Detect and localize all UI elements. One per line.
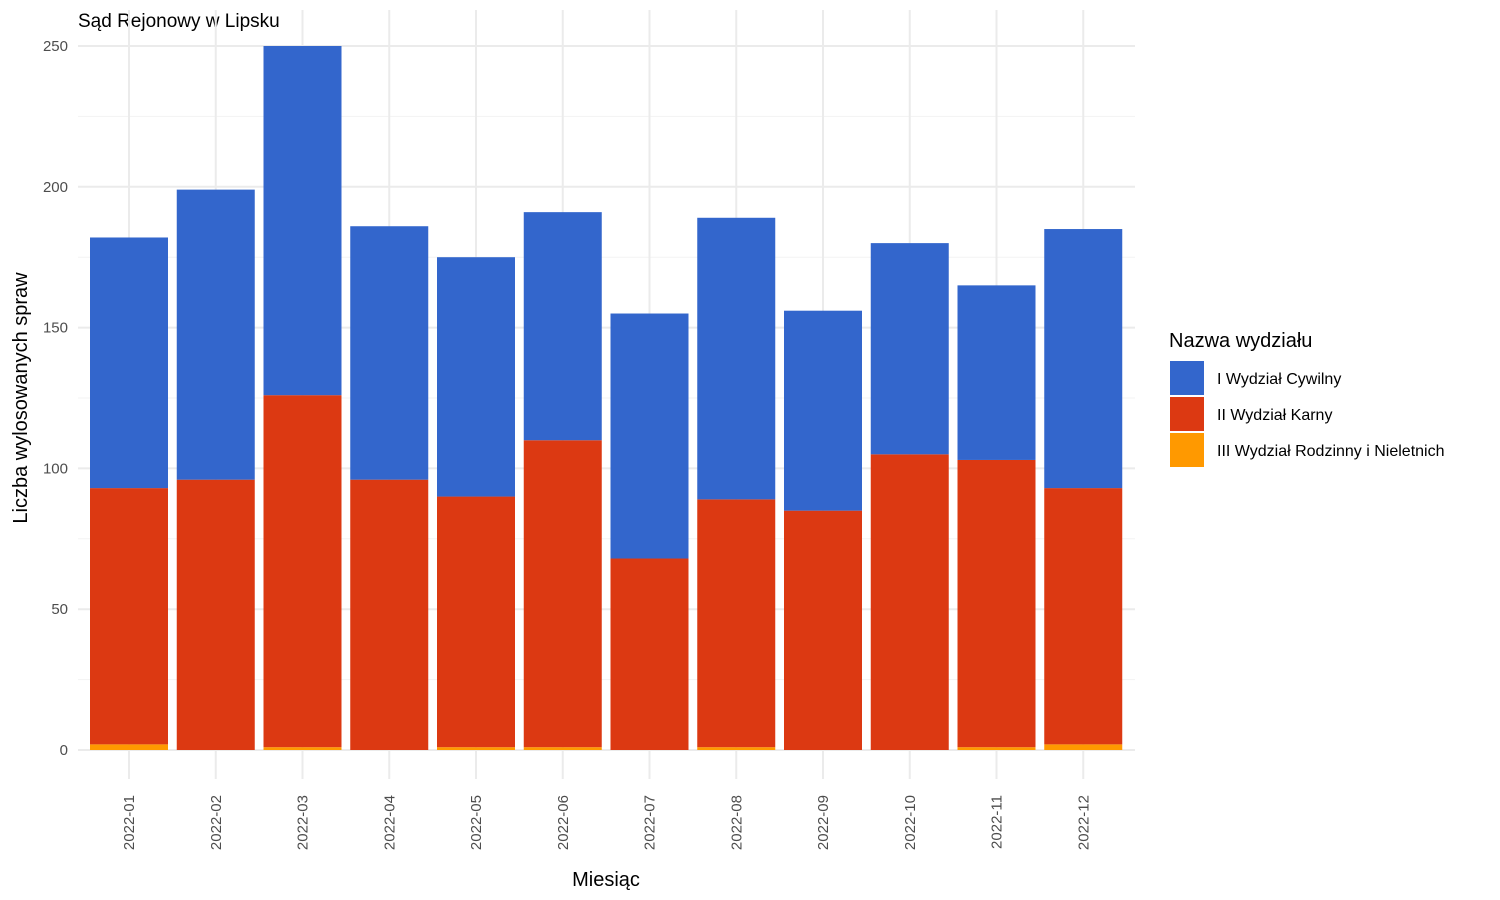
y-tick-label: 50 [51, 601, 68, 618]
bar-segment [523, 212, 602, 441]
bar-segment [90, 237, 168, 489]
y-axis-title: Liczba wylosowanych spraw [10, 272, 32, 524]
bar-segment [784, 510, 862, 750]
x-tick-label: 2022-08 [728, 795, 745, 850]
legend-title: Nazwa wydziału [1169, 330, 1312, 352]
legend-label: III Wydział Rodzinny i Nieletnich [1217, 443, 1445, 460]
x-tick-label: 2022-11 [989, 795, 1006, 849]
bar-segment [176, 479, 255, 750]
legend-swatch [1170, 433, 1204, 467]
bar-segment [437, 257, 515, 497]
bar-segment [523, 440, 602, 748]
bar-segment [263, 46, 342, 396]
bar-segment [957, 285, 1036, 460]
x-tick-label: 2022-01 [121, 795, 138, 850]
x-axis-title: Miesiąc [572, 869, 640, 891]
bars-group [90, 46, 1123, 750]
bar-segment [1044, 488, 1123, 745]
bar-segment [437, 747, 515, 750]
bar-segment [176, 189, 255, 480]
bar-segment [90, 744, 168, 750]
bar-segment [697, 747, 776, 750]
x-tick-label: 2022-10 [902, 795, 919, 850]
x-tick-label: 2022-05 [468, 795, 485, 850]
x-tick-label: 2022-07 [642, 795, 659, 850]
legend-label: I Wydział Cywilny [1217, 371, 1341, 388]
x-tick-label: 2022-03 [295, 795, 312, 850]
bar-segment [870, 454, 949, 750]
legend-swatch [1170, 361, 1204, 395]
x-axis-ticks: 2022-01 2022-02 2022-03 2022-04 2022-05 2022-… [121, 795, 1092, 850]
bar-segment [870, 243, 949, 455]
y-tick-label: 0 [60, 742, 68, 759]
x-tick-label: 2022-04 [381, 795, 398, 850]
bar-segment [1044, 744, 1123, 750]
bar-segment [697, 217, 776, 500]
y-tick-label: 250 [43, 38, 68, 55]
bar-segment [957, 459, 1036, 748]
bar-segment [437, 496, 515, 748]
legend-swatch [1170, 397, 1204, 431]
bar-segment [957, 747, 1036, 750]
legend-label: II Wydział Karny [1217, 407, 1332, 424]
x-tick-label: 2022-06 [555, 795, 572, 850]
bar-segment [1044, 229, 1123, 489]
bar-segment [697, 499, 776, 748]
bar-segment [90, 488, 168, 745]
bar-segment [784, 310, 862, 511]
bar-segment [610, 313, 689, 559]
bar-segment [610, 558, 689, 750]
y-tick-label: 150 [43, 320, 68, 337]
x-tick-label: 2022-02 [208, 795, 225, 850]
x-tick-label: 2022-12 [1075, 795, 1092, 850]
bar-segment [523, 747, 602, 750]
bar-segment [263, 747, 342, 750]
bar-segment [263, 395, 342, 748]
bar-segment [350, 226, 429, 480]
x-tick-label: 2022-09 [815, 795, 832, 850]
y-axis-ticks: 0 50 100 150 200 250 [43, 38, 68, 759]
legend: Nazwa wydziału I Wydział Cywilny II Wydzi… [1169, 330, 1445, 467]
y-tick-label: 100 [43, 460, 68, 477]
y-tick-label: 200 [43, 179, 68, 196]
chart-title: Sąd Rejonowy w Lipsku [78, 11, 280, 32]
bar-segment [350, 479, 429, 750]
